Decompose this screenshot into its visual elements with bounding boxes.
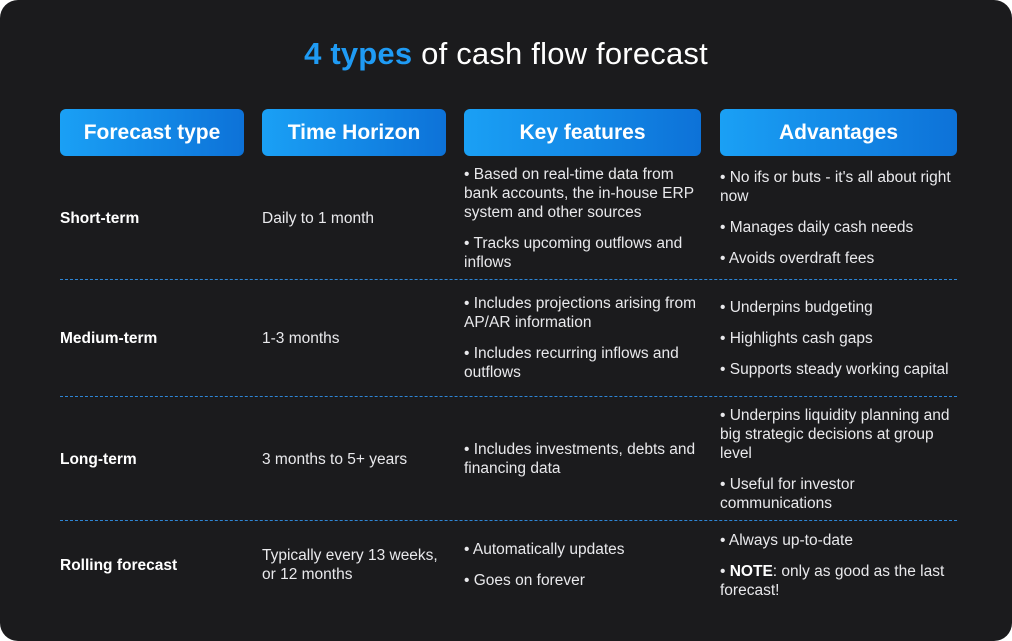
row-rolling-advantages: • Always up-to-date • NOTE: only as good… [720,526,960,604]
advantage-item: • Avoids overdraft fees [720,250,875,267]
header-time-horizon: Time Horizon [262,109,446,156]
row-short-term-horizon: Daily to 1 month [262,209,374,227]
feature-item: • Includes projections arising from AP/A… [464,295,697,331]
advantage-item: • Highlights cash gaps [720,329,873,347]
row-divider [60,396,957,397]
header-advantages: Advantages [720,109,957,156]
advantage-item: • Useful for investor communications [720,475,855,512]
advantage-item: • Underpins liquidity planning and big s… [720,406,950,462]
row-divider [60,279,957,280]
advantage-item: • Always up-to-date [720,531,853,549]
row-short-term-advantages: • No ifs or buts - it's all about right … [720,165,960,271]
row-medium-term-type: Medium-term [60,329,158,347]
advantage-item: • Supports steady working capital [720,360,949,378]
row-short-term-type: Short-term [60,209,140,227]
advantage-note: • NOTE: only as good as the last forecas… [720,562,960,600]
title-highlight: 4 types [304,36,413,71]
row-long-term-type: Long-term [60,450,137,468]
row-medium-term-features: • Includes projections arising from AP/A… [464,284,704,392]
advantage-item: • No ifs or buts - it's all about right … [720,169,951,205]
note-text: : only as good as the last forecast! [720,562,945,599]
feature-item: • Includes recurring inflows and outflow… [464,345,679,381]
advantage-item: • Manages daily cash needs [720,219,914,236]
row-medium-term-advantages: • Underpins budgeting • Highlights cash … [720,284,960,392]
row-long-term-features: • Includes investments, debts and financ… [464,402,704,516]
header-forecast-type: Forecast type [60,109,244,156]
row-rolling-horizon: Typically every 13 weeks, or 12 months [262,547,438,583]
feature-item: • Automatically updates [464,541,625,558]
row-short-term-features: • Based on real-time data from bank acco… [464,165,704,271]
row-long-term-advantages: • Underpins liquidity planning and big s… [720,402,960,516]
note-label: NOTE [729,562,773,580]
row-rolling-features: • Automatically updates • Goes on foreve… [464,526,704,604]
feature-item: • Based on real-time data from bank acco… [464,165,694,221]
title-rest: of cash flow forecast [412,36,708,71]
row-divider [60,520,957,521]
feature-item: • Tracks upcoming outflows and inflows [464,234,683,271]
header-key-features: Key features [464,109,701,156]
row-rolling-type: Rolling forecast [60,556,178,574]
feature-item: • Goes on forever [464,572,585,589]
page-title: 4 types of cash flow forecast [0,36,1012,72]
feature-item: • Includes investments, debts and financ… [464,441,696,477]
row-medium-term-horizon: 1-3 months [262,329,340,347]
advantage-item: • Underpins budgeting [720,298,873,316]
row-long-term-horizon: 3 months to 5+ years [262,450,408,468]
note-bullet: • [720,562,730,580]
